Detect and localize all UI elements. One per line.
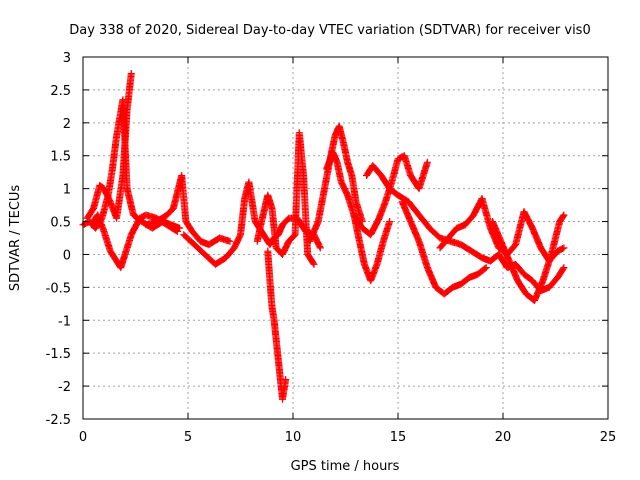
series-sat-l	[398, 198, 490, 298]
y-tick-label: 1.5	[50, 150, 71, 165]
y-tick-label: -2.5	[46, 413, 71, 428]
y-tick-label: -0.5	[46, 281, 71, 296]
plot-frame	[82, 56, 609, 420]
series-trace	[80, 97, 182, 232]
series-trace	[84, 71, 135, 221]
series-sat-b	[83, 69, 135, 222]
series-trace	[399, 199, 489, 297]
y-tick-label: 0	[63, 248, 71, 263]
x-tick-label: 10	[285, 430, 302, 445]
y-tick-label: 2	[63, 117, 71, 132]
series-sat-h	[306, 122, 366, 245]
series-sat-n	[489, 211, 568, 305]
series-sat-e	[180, 178, 324, 268]
series-sat-i	[323, 148, 394, 285]
data-points	[79, 69, 568, 403]
series-trace	[306, 123, 366, 244]
series-trace	[254, 130, 317, 267]
series-trace	[437, 196, 567, 264]
series-trace	[264, 249, 289, 402]
y-tick-label: 2.5	[50, 84, 71, 99]
y-tick-label: 3	[63, 51, 71, 66]
x-tick-label: 25	[600, 430, 617, 445]
x-tick-label: 15	[390, 430, 407, 445]
y-tick-label: -2	[58, 380, 71, 395]
series-sat-f	[264, 247, 290, 403]
x-tick-label: 0	[79, 430, 87, 445]
series-trace	[489, 212, 567, 304]
series-trace	[323, 150, 393, 283]
y-axis-label: SDTVAR / TECUs	[8, 185, 23, 292]
series-trace	[363, 163, 567, 294]
series-sat-g	[253, 129, 318, 268]
series-trace	[88, 211, 180, 270]
x-tick-label: 20	[495, 430, 512, 445]
grid-lines	[83, 57, 608, 419]
y-tick-label: 1	[63, 183, 71, 198]
y-tick-label: -1	[58, 314, 71, 329]
y-tick-label: 0.5	[50, 216, 71, 231]
series-sat-c	[87, 211, 181, 272]
x-tick-label: 5	[184, 430, 192, 445]
axis-ticks: -2.5 -2 -1.5 -1 -0.5 0 0.5 1 1.5 2 2.5 3 0 5 10 15 20 25	[46, 51, 617, 445]
chart-title: Day 338 of 2020, Sidereal Day-to-day VTE…	[69, 23, 590, 38]
series-sat-k	[363, 162, 568, 295]
y-tick-label: -1.5	[46, 347, 71, 362]
x-axis-label: GPS time / hours	[291, 459, 400, 474]
series-sat-d	[142, 171, 234, 249]
series-trace	[143, 173, 233, 248]
